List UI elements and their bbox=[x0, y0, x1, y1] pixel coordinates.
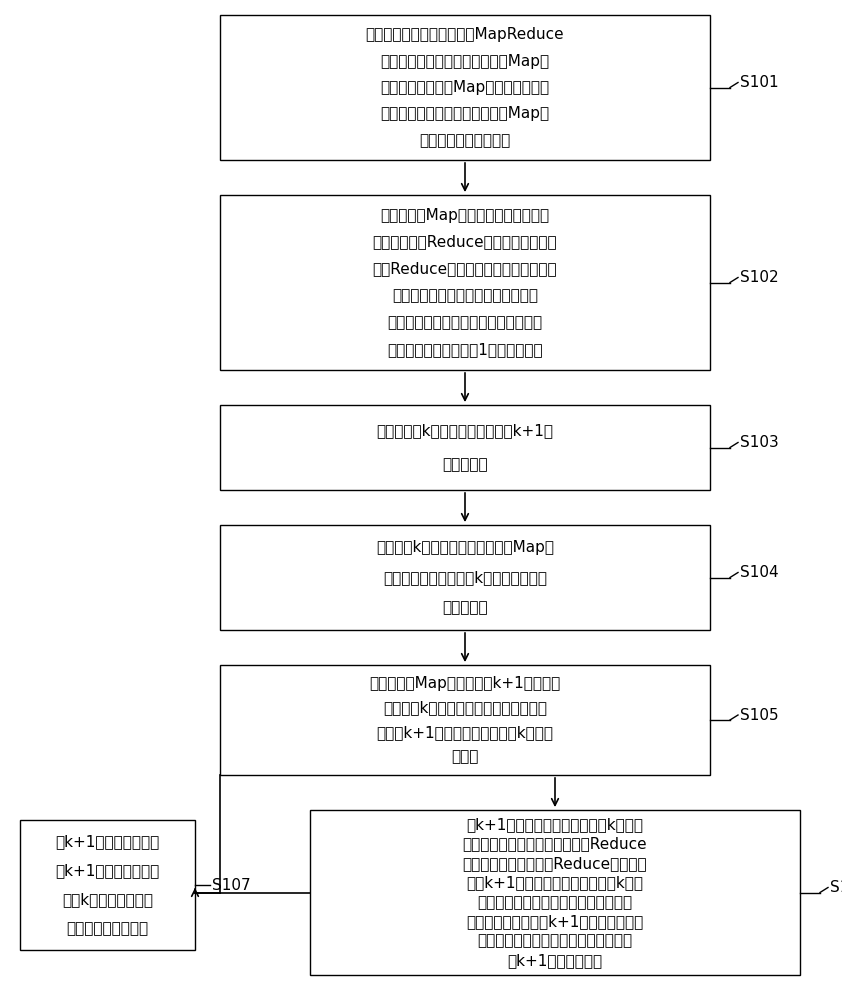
Text: 类密度阈值，并根据k+1维候选子空间、: 类密度阈值，并根据k+1维候选子空间、 bbox=[466, 914, 643, 929]
Bar bbox=[220, 525, 710, 630]
Text: 该k+1维候选子空间覆: 该k+1维候选子空间覆 bbox=[56, 863, 160, 878]
Bar bbox=[220, 15, 710, 160]
Text: 获取k+1维候选子空间覆盖的所有k维密: 获取k+1维候选子空间覆盖的所有k维密 bbox=[466, 875, 643, 890]
Bar bbox=[310, 810, 800, 975]
Text: 针对每个k维密集子空间建立第二Map任: 针对每个k维密集子空间建立第二Map任 bbox=[376, 540, 554, 555]
Text: 务，并获得分布于每个k维密集子空间的: 务，并获得分布于每个k维密集子空间的 bbox=[383, 570, 547, 585]
Text: S104: S104 bbox=[740, 565, 779, 580]
Text: 发至各个子节点执行: 发至各个子节点执行 bbox=[67, 921, 148, 936]
Text: 阈值，得到每个维度的1维密集子空间: 阈值，得到每个维度的1维密集子空间 bbox=[387, 342, 543, 357]
Text: 候选子空间: 候选子空间 bbox=[442, 457, 488, 472]
Text: S101: S101 bbox=[740, 75, 779, 90]
Bar bbox=[20, 820, 195, 950]
Text: 获取输入的高维大数据，在MapReduce: 获取输入的高维大数据，在MapReduce bbox=[365, 27, 564, 42]
Text: 将k+1维候选子空间覆盖的所有k维密集: 将k+1维候选子空间覆盖的所有k维密集 bbox=[466, 817, 643, 832]
Text: 所有样本点: 所有样本点 bbox=[442, 600, 488, 615]
Text: 子空间中的样本集合发送至第二Reduce: 子空间中的样本集合发送至第二Reduce bbox=[463, 836, 647, 851]
Text: 对数据进行分割，得到每个第一Map任: 对数据进行分割，得到每个第一Map任 bbox=[381, 106, 550, 121]
Text: S106: S106 bbox=[830, 880, 842, 895]
Bar bbox=[220, 405, 710, 490]
Text: 的k+1维密集子空间: 的k+1维密集子空间 bbox=[508, 953, 603, 968]
Text: 交集及预设簇类密度阈值，得到聚类后: 交集及预设簇类密度阈值，得到聚类后 bbox=[477, 934, 632, 949]
Text: 数、预设窗口合并阈值及预设窗口密度: 数、预设窗口合并阈值及预设窗口密度 bbox=[387, 315, 542, 330]
Text: 架构下针对每一行数据建立第一Map任: 架构下针对每一行数据建立第一Map任 bbox=[381, 54, 550, 69]
Text: 盖的k维密集子空间分: 盖的k维密集子空间分 bbox=[62, 892, 153, 907]
Text: 值发送至第一Reduce节点，以使在每个: 值发送至第一Reduce节点，以使在每个 bbox=[373, 235, 557, 250]
Text: 第一Reduce节点中，获取并根据每个维: 第一Reduce节点中，获取并根据每个维 bbox=[373, 262, 557, 277]
Text: 度所有特征值的数据区域、预设窗口: 度所有特征值的数据区域、预设窗口 bbox=[392, 288, 538, 303]
Text: 空间包含k维密集子空间中所有维度时，: 空间包含k维密集子空间中所有维度时， bbox=[383, 700, 547, 715]
Bar bbox=[220, 195, 710, 370]
Text: 确定该k+1维候选子空间覆盖该k维密集: 确定该k+1维候选子空间覆盖该k维密集 bbox=[376, 725, 553, 740]
Text: 务中每个维度的特征值: 务中每个维度的特征值 bbox=[419, 133, 510, 148]
Text: S103: S103 bbox=[740, 435, 779, 450]
Text: 子空间: 子空间 bbox=[451, 749, 479, 764]
Text: S102: S102 bbox=[740, 270, 779, 285]
Text: 集子空间中样本点集合的交集及预设簇: 集子空间中样本点集合的交集及预设簇 bbox=[477, 895, 632, 910]
Text: 根据每两个k维密集子空间，确定k+1维: 根据每两个k维密集子空间，确定k+1维 bbox=[376, 423, 553, 438]
Text: S105: S105 bbox=[740, 708, 779, 722]
Text: S107: S107 bbox=[212, 878, 251, 892]
Text: 将k+1维候选子空间及: 将k+1维候选子空间及 bbox=[56, 834, 160, 849]
Text: 节点，以使在每个第二Reduce节点中，: 节点，以使在每个第二Reduce节点中， bbox=[463, 856, 647, 871]
Text: 在每个第二Map任务中，在k+1维候选子: 在每个第二Map任务中，在k+1维候选子 bbox=[370, 676, 561, 691]
Text: 务，并在每个第一Map任务中按照维度: 务，并在每个第一Map任务中按照维度 bbox=[381, 80, 550, 95]
Bar bbox=[220, 665, 710, 775]
Text: 将每个第一Map任务中每个维度的特征: 将每个第一Map任务中每个维度的特征 bbox=[381, 208, 550, 223]
